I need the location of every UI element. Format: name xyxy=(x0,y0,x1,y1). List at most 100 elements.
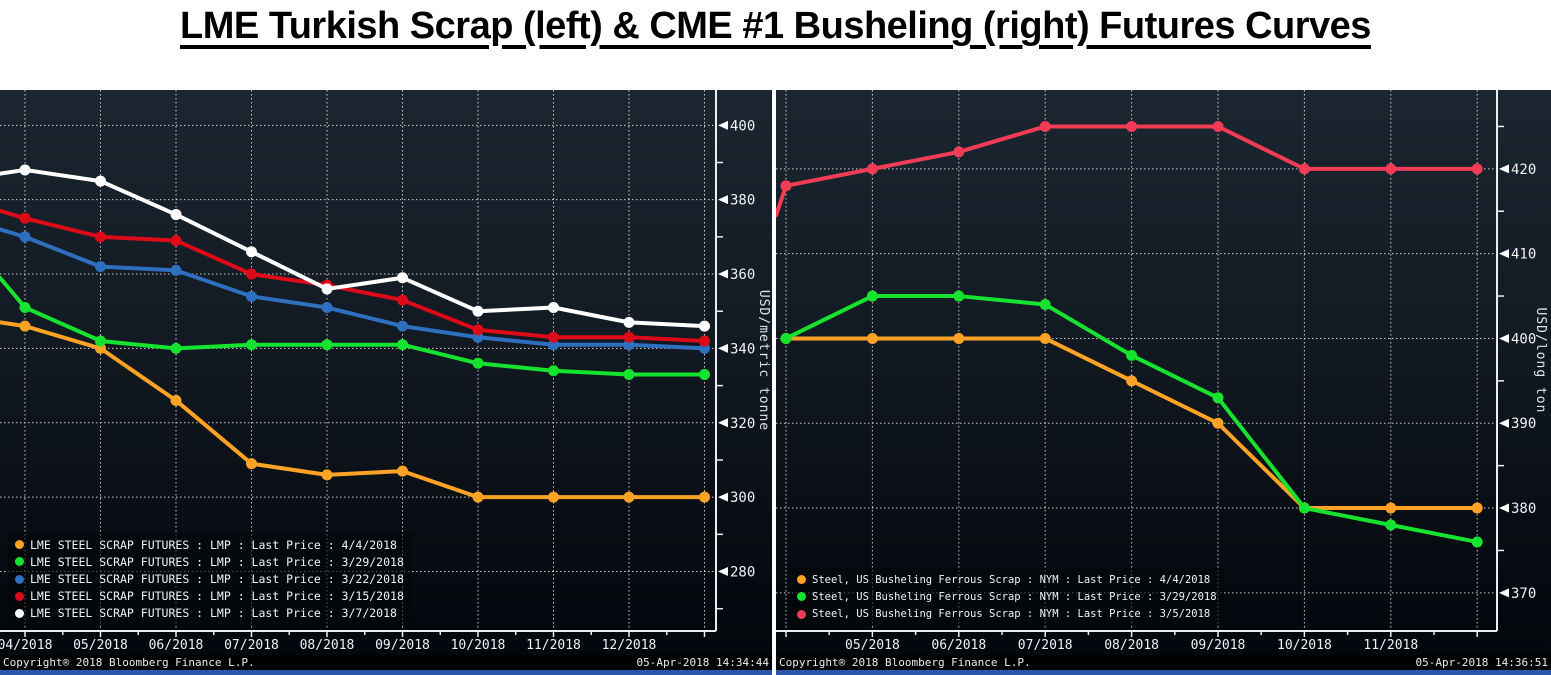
data-point xyxy=(397,339,408,351)
data-point xyxy=(1212,417,1224,429)
legend-dot-icon xyxy=(15,608,24,618)
axes: 280 300 320 340 360 380 400 04/2018 05/2018 06/20… xyxy=(0,90,755,653)
data-point xyxy=(1471,502,1483,514)
y-axis-tick-label: 340 xyxy=(730,341,755,357)
x-axis-tick-label: 12/2018 xyxy=(602,638,657,653)
data-point xyxy=(1039,299,1051,311)
data-point xyxy=(623,316,635,328)
copyright-text: Copyright® 2018 Bloomberg Finance L.P. xyxy=(779,656,1031,669)
data-point xyxy=(699,368,710,380)
timestamp-text: 05-Apr-2018 14:36:51 xyxy=(1415,656,1548,669)
series-line xyxy=(0,275,707,377)
legend-dot-icon xyxy=(15,574,24,584)
data-point xyxy=(19,302,31,314)
y-axis-tick-label: 280 xyxy=(730,565,755,581)
data-point xyxy=(1212,392,1224,404)
legend-item: Steel, US Busheling Ferrous Scrap : NYM … xyxy=(797,606,1217,623)
legend-item: LME STEEL SCRAP FUTURES : LMP : Last Pri… xyxy=(15,605,404,622)
y-axis-tick-label: 380 xyxy=(1511,501,1536,517)
legend-dot-icon xyxy=(15,557,24,567)
y-axis-arrow-icon xyxy=(1499,164,1509,174)
data-point xyxy=(246,339,257,351)
data-point xyxy=(170,209,182,221)
x-axis-tick-label: 08/2018 xyxy=(300,638,355,653)
y-axis-arrow-icon xyxy=(718,567,728,577)
data-point xyxy=(19,231,31,243)
y-axis-arrow-icon xyxy=(1499,503,1509,513)
data-point xyxy=(1126,349,1138,361)
data-point xyxy=(472,305,484,317)
data-point xyxy=(472,324,484,336)
lme-chart-panel: 280 300 320 340 360 380 400 04/2018 05/2018 06/20… xyxy=(0,90,772,675)
data-point xyxy=(1385,502,1397,514)
y-axis-arrow-icon xyxy=(718,120,728,130)
cme-chart-plot: 370 380 390 400 410 420 05/2018 06/2018 07/2018 0… xyxy=(776,90,1548,653)
y-axis-tick-label: 320 xyxy=(730,416,755,432)
legend-item: LME STEEL SCRAP FUTURES : LMP : Last Pri… xyxy=(15,570,404,587)
data-point xyxy=(953,332,965,344)
x-axis-tick-label: 09/2018 xyxy=(1191,638,1246,653)
bottom-blue-strip xyxy=(0,670,772,675)
charts-row: 280 300 320 340 360 380 400 04/2018 05/2018 06/20… xyxy=(0,90,1551,675)
data-point xyxy=(95,335,106,347)
x-axis-tick-label: 06/2018 xyxy=(931,638,986,653)
data-point xyxy=(19,320,31,332)
data-point xyxy=(397,294,408,306)
legend-dot-icon xyxy=(797,592,806,602)
series-line xyxy=(776,124,1480,218)
data-point xyxy=(699,320,710,332)
data-point xyxy=(548,365,559,377)
x-axis-tick-label: 09/2018 xyxy=(375,638,430,653)
data-point xyxy=(548,302,559,314)
legend-dot-icon xyxy=(797,575,806,585)
legend-label: LME STEEL SCRAP FUTURES : LMP : Last Pri… xyxy=(30,554,404,569)
legend-label: LME STEEL SCRAP FUTURES : LMP : Last Pri… xyxy=(30,606,397,621)
y-axis-tick-label: 300 xyxy=(730,490,755,506)
data-point xyxy=(866,290,878,302)
data-point xyxy=(170,264,182,276)
y-axis-tick-label: 370 xyxy=(1511,586,1536,602)
y-axis-arrow-icon xyxy=(718,343,728,353)
data-point xyxy=(1039,120,1051,132)
data-point xyxy=(19,212,31,224)
legend-dot-icon xyxy=(15,540,24,550)
data-point xyxy=(623,491,635,503)
y-axis-arrow-icon xyxy=(1499,418,1509,428)
x-axis-tick-label: 07/2018 xyxy=(1018,638,1073,653)
data-point xyxy=(780,332,792,344)
x-axis-tick-label: 07/2018 xyxy=(224,638,279,653)
y-axis-title: USD/metric tonne xyxy=(756,290,771,431)
legend-label: LME STEEL SCRAP FUTURES : LMP : Last Pri… xyxy=(30,572,404,586)
series-points xyxy=(19,302,710,380)
data-point xyxy=(170,235,182,247)
y-axis-tick-label: 390 xyxy=(1511,416,1536,432)
data-point xyxy=(472,491,484,503)
x-axis-tick-label: 04/2018 xyxy=(0,638,52,653)
title-bar: LME Turkish Scrap (left) & CME #1 Bushel… xyxy=(0,0,1551,90)
data-point xyxy=(1126,120,1138,132)
series-points xyxy=(19,320,710,503)
y-axis-tick-label: 380 xyxy=(730,193,755,209)
legend-label: Steel, US Busheling Ferrous Scrap : NYM … xyxy=(812,590,1217,603)
data-point xyxy=(953,290,965,302)
x-axis-tick-label: 11/2018 xyxy=(526,638,581,653)
data-point xyxy=(548,491,559,503)
data-point xyxy=(866,163,878,175)
y-axis-arrow-icon xyxy=(718,195,728,205)
y-axis-tick-label: 360 xyxy=(730,267,755,283)
data-point xyxy=(321,283,333,295)
legend-label: LME STEEL SCRAP FUTURES : LMP : Last Pri… xyxy=(30,589,404,604)
copyright-text: Copyright® 2018 Bloomberg Finance L.P. xyxy=(3,656,255,669)
y-axis-tick-label: 400 xyxy=(1511,331,1536,347)
data-point xyxy=(321,469,333,481)
legend-item: Steel, US Busheling Ferrous Scrap : NYM … xyxy=(797,588,1217,605)
data-point xyxy=(397,272,408,284)
series-line xyxy=(0,167,707,329)
data-point xyxy=(1212,120,1224,132)
data-point xyxy=(1385,163,1397,175)
series-line xyxy=(0,208,707,343)
page-title: LME Turkish Scrap (left) & CME #1 Bushel… xyxy=(180,5,1371,47)
legend-item: LME STEEL SCRAP FUTURES : LMP : Last Pri… xyxy=(15,536,404,553)
data-point xyxy=(1039,332,1051,344)
data-point xyxy=(246,458,257,470)
